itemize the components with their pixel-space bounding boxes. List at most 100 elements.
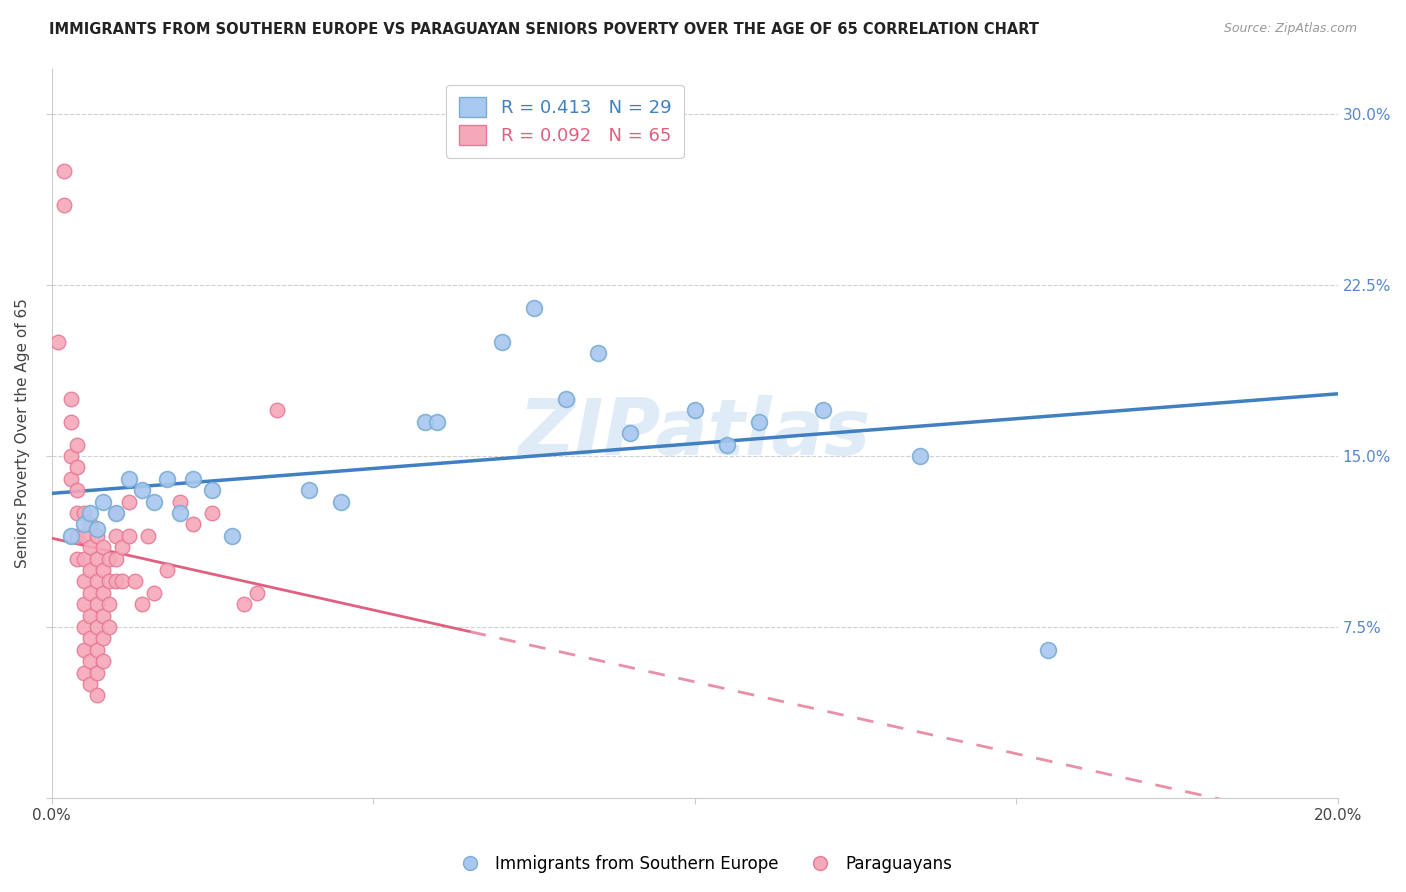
Point	[131, 483, 153, 498]
Point	[73, 551, 96, 566]
Point	[79, 517, 101, 532]
Point	[555, 392, 578, 406]
Point	[79, 563, 101, 577]
Point	[59, 449, 82, 463]
Point	[169, 506, 191, 520]
Point	[156, 563, 179, 577]
Text: ZIPatlas: ZIPatlas	[519, 395, 870, 471]
Point	[98, 620, 121, 634]
Point	[716, 438, 738, 452]
Point	[104, 506, 127, 520]
Point	[79, 632, 101, 646]
Point	[73, 529, 96, 543]
Point	[523, 301, 546, 315]
Point	[59, 529, 82, 543]
Point	[91, 541, 114, 555]
Point	[86, 597, 108, 611]
Point	[91, 494, 114, 508]
Point	[131, 597, 153, 611]
Point	[266, 403, 288, 417]
Point	[91, 608, 114, 623]
Point	[91, 586, 114, 600]
Point	[79, 608, 101, 623]
Point	[73, 597, 96, 611]
Point	[79, 654, 101, 668]
Point	[118, 494, 141, 508]
Point	[46, 335, 69, 350]
Point	[586, 346, 609, 360]
Point	[118, 472, 141, 486]
Point	[124, 574, 146, 589]
Point	[73, 620, 96, 634]
Point	[79, 677, 101, 691]
Point	[66, 506, 89, 520]
Point	[66, 483, 89, 498]
Point	[91, 632, 114, 646]
Point	[59, 472, 82, 486]
Point	[298, 483, 321, 498]
Point	[53, 164, 76, 178]
Point	[143, 494, 166, 508]
Point	[811, 403, 834, 417]
Point	[104, 506, 127, 520]
Point	[104, 551, 127, 566]
Legend: Immigrants from Southern Europe, Paraguayans: Immigrants from Southern Europe, Paragua…	[447, 848, 959, 880]
Point	[111, 574, 134, 589]
Point	[683, 403, 706, 417]
Point	[98, 574, 121, 589]
Point	[59, 392, 82, 406]
Point	[79, 541, 101, 555]
Point	[73, 643, 96, 657]
Point	[1038, 643, 1060, 657]
Point	[201, 506, 224, 520]
Point	[908, 449, 931, 463]
Point	[91, 654, 114, 668]
Point	[66, 438, 89, 452]
Point	[86, 574, 108, 589]
Point	[86, 689, 108, 703]
Point	[181, 517, 204, 532]
Point	[73, 665, 96, 680]
Point	[181, 472, 204, 486]
Point	[66, 460, 89, 475]
Point	[156, 472, 179, 486]
Point	[79, 506, 101, 520]
Legend: R = 0.413   N = 29, R = 0.092   N = 65: R = 0.413 N = 29, R = 0.092 N = 65	[446, 85, 683, 158]
Point	[104, 574, 127, 589]
Point	[221, 529, 243, 543]
Point	[73, 506, 96, 520]
Point	[491, 335, 513, 350]
Point	[246, 586, 269, 600]
Y-axis label: Seniors Poverty Over the Age of 65: Seniors Poverty Over the Age of 65	[15, 298, 30, 568]
Point	[66, 529, 89, 543]
Point	[73, 574, 96, 589]
Text: Source: ZipAtlas.com: Source: ZipAtlas.com	[1223, 22, 1357, 36]
Point	[59, 415, 82, 429]
Point	[86, 643, 108, 657]
Point	[426, 415, 449, 429]
Point	[111, 541, 134, 555]
Point	[143, 586, 166, 600]
Point	[73, 517, 96, 532]
Point	[86, 529, 108, 543]
Point	[118, 529, 141, 543]
Point	[86, 665, 108, 680]
Point	[104, 529, 127, 543]
Text: IMMIGRANTS FROM SOUTHERN EUROPE VS PARAGUAYAN SENIORS POVERTY OVER THE AGE OF 65: IMMIGRANTS FROM SOUTHERN EUROPE VS PARAG…	[49, 22, 1039, 37]
Point	[86, 551, 108, 566]
Point	[201, 483, 224, 498]
Point	[136, 529, 159, 543]
Point	[79, 586, 101, 600]
Point	[91, 563, 114, 577]
Point	[98, 551, 121, 566]
Point	[86, 620, 108, 634]
Point	[86, 522, 108, 536]
Point	[98, 597, 121, 611]
Point	[233, 597, 256, 611]
Point	[66, 551, 89, 566]
Point	[413, 415, 436, 429]
Point	[169, 494, 191, 508]
Point	[748, 415, 770, 429]
Point	[53, 198, 76, 212]
Point	[329, 494, 352, 508]
